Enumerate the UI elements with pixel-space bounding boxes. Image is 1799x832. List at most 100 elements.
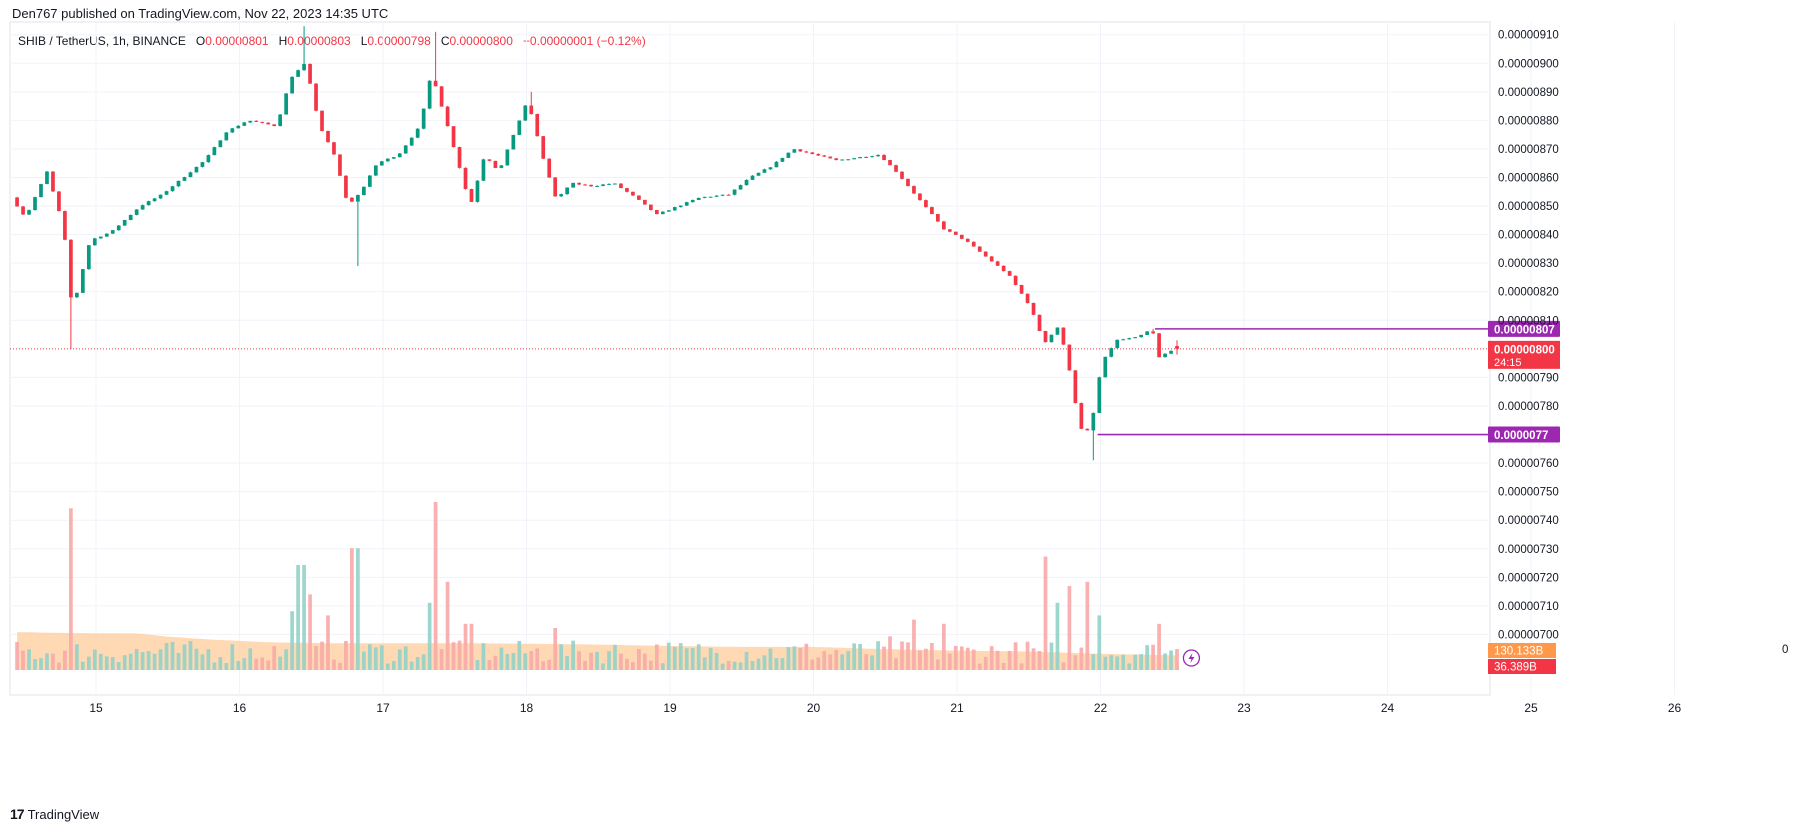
candle-body-down: [15, 197, 19, 207]
volume-bar: [27, 649, 31, 670]
candle-body-down: [1031, 303, 1036, 315]
candle-body-down: [1043, 330, 1048, 343]
volume-bar: [158, 649, 163, 670]
volume-bar: [577, 651, 581, 670]
candle-body-up: [194, 166, 199, 173]
volume-bar: [930, 643, 934, 670]
x-tick-label: 26: [1668, 701, 1682, 715]
volume-bar: [649, 660, 653, 670]
volume-bar: [882, 646, 886, 670]
volume-bar: [21, 650, 25, 670]
volume-bar: [51, 653, 55, 670]
candle-body-down: [1007, 271, 1012, 276]
x-tick-label: 20: [807, 701, 821, 715]
candle-body-up: [409, 137, 414, 146]
candle-body-up: [98, 236, 103, 239]
y-tick-label: 0.00000850: [1498, 201, 1559, 213]
candle-body-up: [302, 63, 306, 71]
candle-body-down: [810, 152, 815, 155]
volume-bar: [332, 659, 336, 670]
volume-bar: [463, 623, 468, 670]
volume-bar: [499, 647, 504, 670]
volume-bar: [547, 659, 552, 670]
volume-bar: [350, 548, 354, 670]
volume-bar: [415, 657, 420, 670]
candle-body-up: [672, 207, 677, 211]
volume-bar: [469, 623, 474, 670]
candle-body-up: [188, 172, 193, 178]
y-tick-label: 0.00000780: [1498, 401, 1559, 413]
volume-bar: [924, 648, 928, 670]
volume-bar: [493, 655, 498, 670]
volume-bar: [768, 648, 773, 670]
volume-bar: [421, 654, 426, 670]
candle-body-down: [894, 165, 898, 172]
volume-bar: [559, 644, 564, 670]
volume-bar: [672, 647, 677, 670]
volume-bar: [176, 653, 181, 670]
volume-bar: [475, 659, 480, 670]
candle-body-down: [51, 171, 55, 192]
volume-bar: [1139, 654, 1144, 670]
legend-close-label: C: [440, 34, 450, 48]
volume-bar: [511, 652, 516, 670]
candle-body-up: [75, 292, 79, 298]
candle-body-down: [912, 186, 916, 194]
volume-bar: [583, 660, 587, 670]
candle-body-up: [427, 80, 432, 109]
volume-bar: [505, 653, 510, 670]
volume-bar: [314, 645, 318, 670]
volume-bar: [678, 643, 683, 670]
candle-body-up: [134, 209, 139, 215]
volume-bar: [738, 662, 743, 670]
candle-body-up: [505, 149, 510, 166]
candle-body-down: [637, 195, 641, 200]
candle-body-down: [254, 120, 259, 122]
volume-tag: [1488, 659, 1556, 674]
volume-bar: [696, 644, 701, 670]
volume-bar: [206, 649, 211, 670]
volume-bar: [15, 642, 19, 670]
legend-high-value: 0.00000803: [287, 34, 351, 48]
candle-body-up: [104, 233, 109, 237]
candle-body-up: [1139, 334, 1144, 338]
x-tick-label: 19: [663, 701, 677, 715]
candle-body-up: [559, 194, 564, 197]
volume-bar: [798, 647, 803, 670]
x-tick-label: 22: [1094, 701, 1108, 715]
y-tick-label: 0.00000730: [1498, 544, 1559, 556]
candle-body-down: [804, 151, 809, 153]
volume-bar: [391, 661, 396, 670]
candle-body-down: [439, 86, 444, 107]
volume-bar: [971, 649, 976, 670]
candle-body-up: [1169, 350, 1173, 354]
candle-body-up: [33, 197, 37, 211]
x-tick-label: 16: [233, 701, 247, 715]
candle-body-up: [678, 205, 683, 208]
candle-body-up: [750, 175, 755, 180]
volume-bar: [134, 649, 139, 670]
candle-body-down: [260, 121, 265, 123]
candle-body-up: [744, 179, 749, 186]
candle-body-up: [499, 165, 504, 168]
volume-bar: [272, 646, 277, 670]
volume-bar: [977, 663, 982, 670]
candle-body-up: [732, 189, 737, 195]
candle-body-up: [116, 225, 121, 231]
y-tick-label: 0.00000900: [1498, 58, 1559, 70]
candle-body-down: [983, 251, 988, 257]
horizontal-level-label: 0.0000077: [1494, 430, 1548, 442]
candle-body-up: [421, 108, 426, 129]
volume-bar: [523, 653, 528, 670]
y-tick-label: 0.00000700: [1498, 629, 1559, 641]
candle-body-up: [690, 199, 695, 203]
candle-body-up: [702, 196, 707, 198]
volume-bar: [128, 653, 133, 670]
candle-body-down: [553, 177, 558, 197]
candle-body-down: [726, 194, 731, 196]
volume-bar: [338, 662, 342, 670]
volume-bar: [433, 502, 438, 670]
candle-body-down: [631, 191, 635, 196]
